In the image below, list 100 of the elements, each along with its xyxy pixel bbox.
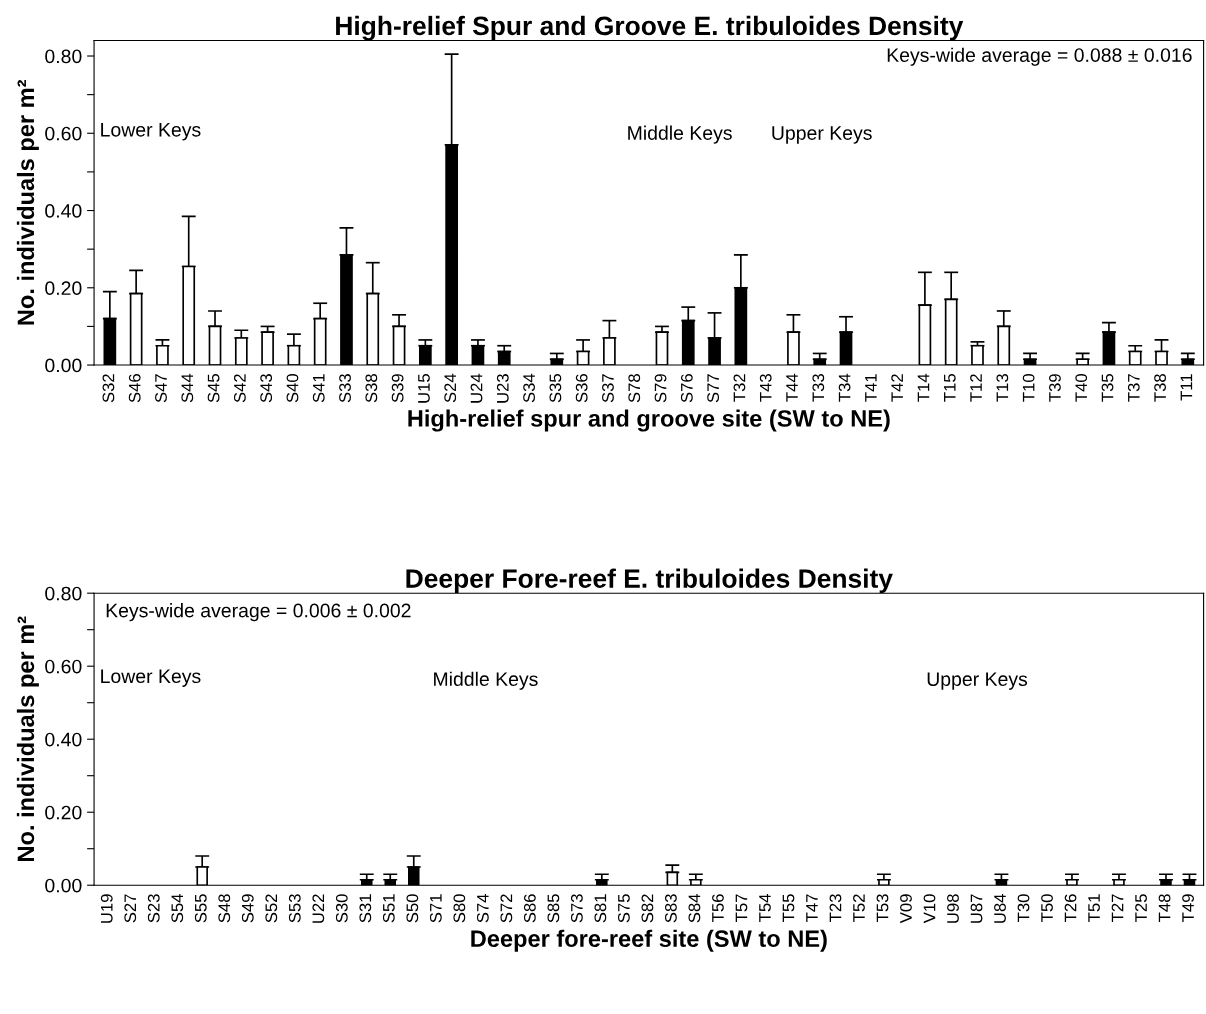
x-tick-label: S50 — [406, 894, 419, 923]
x-tick-label: S36 — [575, 374, 588, 403]
x-tick-label: T15 — [944, 374, 956, 402]
y-tick-label: 0.20 — [45, 805, 82, 820]
x-tick-label: S83 — [665, 894, 677, 923]
x-tick-label: S82 — [641, 894, 654, 923]
x-tick-label: S71 — [429, 894, 442, 923]
y-tick-label: 0.40 — [45, 732, 82, 747]
x-tick-label: S31 — [359, 894, 372, 923]
x-tick-label: S42 — [233, 374, 246, 403]
x-tick-label: T32 — [733, 374, 746, 402]
x-tick-label: S37 — [602, 374, 614, 403]
x-tick-label: S45 — [207, 374, 220, 403]
x-tick-label: T48 — [1158, 894, 1171, 922]
x-tick-label: S73 — [570, 894, 583, 923]
x-tick-label: T11 — [1180, 374, 1193, 401]
x-tick-label: U24 — [470, 373, 483, 403]
y-tick-label: 0.20 — [45, 281, 82, 296]
y-tick-label: 0.60 — [45, 659, 82, 674]
x-tick-label: T41 — [865, 374, 877, 402]
y-tick-label: 0.80 — [45, 49, 82, 64]
x-tick-label: S39 — [391, 374, 404, 403]
x-tick-label: V10 — [923, 894, 936, 924]
y-tick-label: 0.00 — [45, 878, 82, 893]
x-tick-label: S33 — [339, 374, 351, 403]
x-tick-label: S51 — [382, 894, 395, 923]
annotation: Keys-wide average = 0.006 ± 0.002 — [106, 603, 411, 622]
x-tick-label: V09 — [900, 894, 912, 924]
x-tick-label: T10 — [1022, 374, 1035, 402]
x-tick-label: T27 — [1111, 894, 1124, 922]
x-tick-label: T40 — [1075, 374, 1088, 402]
x-tick-label: S24 — [444, 373, 457, 403]
annotation: Upper Keys — [927, 672, 1028, 690]
x-tick-label: T39 — [1049, 374, 1061, 402]
x-tick-label: S76 — [680, 374, 693, 403]
x-tick-label: S53 — [288, 894, 301, 923]
x-tick-label: T57 — [735, 894, 748, 922]
x-tick-label: S44 — [181, 373, 194, 403]
x-tick-label: S55 — [194, 894, 207, 923]
x-tick-label: S38 — [365, 374, 378, 403]
x-tick-label: T54 — [759, 894, 771, 922]
chart-title: Deeper Fore-reef E. tribuloides Density — [406, 568, 893, 594]
x-tick-label: T51 — [1088, 894, 1100, 922]
x-tick-label: S54 — [171, 894, 184, 923]
x-axis-title: Deeper fore-reef site (SW to NE) — [471, 929, 827, 952]
x-tick-label: S77 — [707, 374, 720, 403]
y-axis-title: No. individuals per m² — [16, 616, 39, 861]
x-tick-label: T30 — [1017, 894, 1030, 922]
x-tick-label: S48 — [218, 894, 231, 923]
x-tick-label: T35 — [1101, 374, 1114, 402]
x-tick-label: S81 — [594, 894, 607, 923]
x-tick-label: U98 — [947, 894, 959, 923]
x-tick-label: S32 — [102, 374, 115, 403]
y-tick-label: 0.80 — [45, 586, 82, 601]
x-tick-label: T25 — [1135, 894, 1147, 922]
x-tick-label: T34 — [838, 373, 851, 402]
x-tick-label: T50 — [1041, 894, 1053, 922]
x-tick-label: S34 — [523, 373, 535, 403]
x-tick-label: S75 — [617, 894, 630, 923]
x-tick-label: T13 — [996, 374, 1009, 402]
x-tick-label: T47 — [806, 894, 818, 922]
x-tick-label: T37 — [1127, 374, 1140, 402]
x-tick-label: T12 — [970, 374, 982, 402]
x-tick-label: S72 — [500, 894, 513, 923]
x-tick-label: U87 — [970, 894, 983, 923]
y-tick-label: 0.60 — [45, 126, 82, 141]
x-tick-label: T56 — [712, 894, 724, 922]
x-tick-label: S47 — [155, 374, 167, 403]
x-tick-label: S80 — [453, 894, 466, 923]
x-tick-label: S46 — [128, 374, 141, 403]
x-tick-label: S84 — [688, 894, 701, 923]
x-tick-label: U22 — [312, 894, 325, 923]
chart-title: High-relief Spur and Groove E. tribuloides Density — [336, 15, 964, 41]
x-tick-label: T38 — [1154, 374, 1166, 402]
annotation: Lower Keys — [101, 123, 201, 141]
annotation: Middle Keys — [628, 125, 732, 144]
x-tick-label: T26 — [1064, 894, 1077, 922]
x-tick-label: T44 — [786, 373, 798, 402]
x-tick-label: T55 — [782, 894, 795, 922]
x-tick-label: S86 — [523, 894, 536, 923]
x-tick-label: T23 — [829, 894, 842, 922]
x-tick-label: S23 — [147, 894, 160, 923]
x-tick-label: S52 — [265, 894, 278, 923]
x-axis-title: High-relief spur and groove site (SW to NE) — [408, 409, 890, 432]
x-tick-label: T43 — [759, 374, 772, 402]
x-tick-label: S30 — [335, 894, 348, 923]
y-tick-label: 0.00 — [45, 358, 82, 373]
x-tick-label: S78 — [628, 374, 641, 403]
x-tick-label: S49 — [241, 894, 254, 923]
y-axis-title: No. individuals per m² — [16, 79, 39, 325]
x-tick-label: S40 — [286, 374, 299, 403]
x-tick-label: T52 — [853, 894, 865, 922]
annotation: Keys-wide average = 0.088 ± 0.016 — [887, 47, 1192, 66]
x-tick-label: U84 — [994, 894, 1006, 923]
annotation: Upper Keys — [772, 126, 872, 144]
x-tick-label: S79 — [654, 374, 667, 403]
x-tick-label: S43 — [260, 374, 273, 403]
x-tick-label: T33 — [812, 374, 825, 402]
x-tick-label: U19 — [100, 894, 113, 923]
x-tick-label: U23 — [496, 374, 509, 403]
